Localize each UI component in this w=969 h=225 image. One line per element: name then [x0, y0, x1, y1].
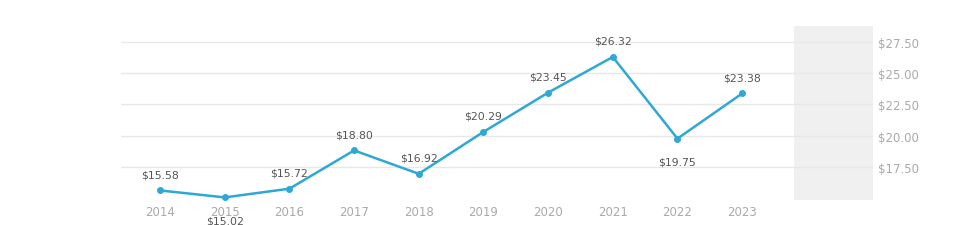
Text: $23.38: $23.38: [723, 73, 761, 83]
Text: $26.32: $26.32: [593, 37, 631, 47]
Text: $15.02: $15.02: [205, 216, 243, 225]
Text: $19.75: $19.75: [658, 157, 696, 167]
Text: $15.72: $15.72: [270, 168, 308, 178]
Text: $15.58: $15.58: [141, 170, 178, 180]
Text: $23.45: $23.45: [529, 72, 567, 82]
Text: $18.80: $18.80: [335, 130, 373, 140]
Text: $20.29: $20.29: [464, 111, 502, 121]
Text: $16.92: $16.92: [399, 153, 437, 163]
